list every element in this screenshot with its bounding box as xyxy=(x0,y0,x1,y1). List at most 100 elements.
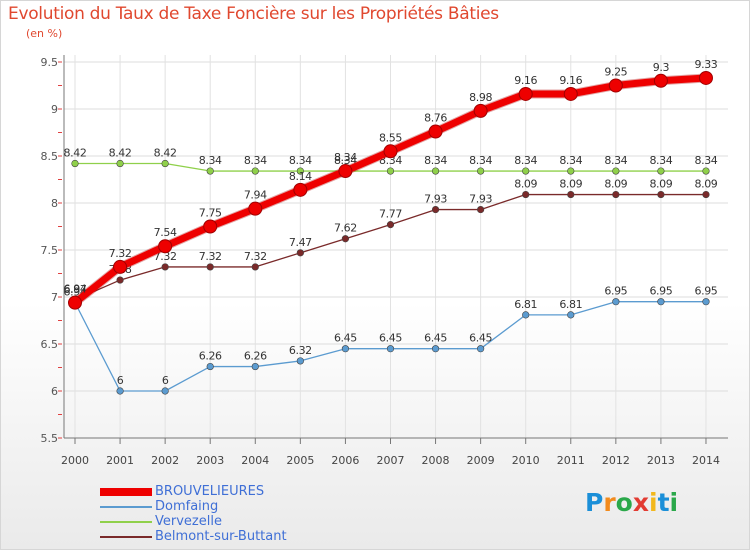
point-vervezelle xyxy=(71,159,79,168)
point-brouvelieures xyxy=(383,144,398,159)
data-label-belmont-sur-buttant: 7.47 xyxy=(289,236,312,249)
point-belmont-sur-buttant xyxy=(116,276,124,284)
data-label-brouvelieures: 6.94 xyxy=(64,283,87,296)
chart-subtitle: (en %) xyxy=(26,27,63,40)
point-vervezelle xyxy=(431,167,440,175)
y-tick-label: 9 xyxy=(51,103,58,116)
data-label-brouvelieures: 7.75 xyxy=(199,207,222,220)
point-vervezelle xyxy=(522,167,530,175)
point-brouvelieures xyxy=(158,239,173,254)
point-domfaing xyxy=(116,387,124,395)
point-brouvelieures xyxy=(608,78,623,93)
y-tick-label: 7 xyxy=(51,291,58,304)
point-brouvelieures xyxy=(68,295,82,310)
legend-swatch-domfaing xyxy=(100,506,152,508)
line-chart: 5.5 6 6.5 7 7.5 8 8.5 9 9.5 2000 2001 2002 2003 2004 2… xyxy=(41,55,728,467)
point-belmont-sur-buttant xyxy=(702,190,710,199)
y-tick-label: 6.5 xyxy=(41,338,59,351)
point-belmont-sur-buttant xyxy=(251,263,259,271)
x-tick-label: 2004 xyxy=(241,454,269,467)
data-label-brouvelieures: 8.55 xyxy=(379,131,402,144)
data-label-brouvelieures: 7.54 xyxy=(154,226,177,239)
point-vervezelle xyxy=(567,167,575,175)
data-label-vervezelle: 8.34 xyxy=(199,154,222,167)
data-label-domfaing: 6 xyxy=(162,374,169,387)
data-label-brouvelieures: 9.3 xyxy=(653,61,670,74)
data-label-vervezelle: 8.34 xyxy=(424,154,447,167)
legend-swatch-belmont-sur-buttant xyxy=(100,536,152,538)
point-belmont-sur-buttant xyxy=(567,190,575,199)
point-vervezelle xyxy=(251,167,259,175)
data-label-domfaing: 6.81 xyxy=(559,298,582,311)
data-label-belmont-sur-buttant: 8.09 xyxy=(649,178,672,191)
x-tick-label: 2006 xyxy=(331,454,359,467)
logo-letter: i xyxy=(649,488,658,517)
point-brouvelieures xyxy=(338,164,353,179)
point-domfaing xyxy=(251,362,259,371)
point-belmont-sur-buttant xyxy=(431,205,440,214)
data-label-vervezelle: 8.34 xyxy=(514,154,537,167)
data-label-belmont-sur-buttant: 6.97 xyxy=(64,283,87,296)
data-label-domfaing: 6.32 xyxy=(289,344,312,357)
data-label-brouvelieures: 7.32 xyxy=(109,247,132,260)
data-label-domfaing: 6.26 xyxy=(244,350,267,363)
data-label-vervezelle: 8.34 xyxy=(469,154,492,167)
x-tick-label: 2012 xyxy=(602,454,630,467)
x-tick-label: 2005 xyxy=(286,454,314,467)
point-vervezelle xyxy=(206,167,214,175)
chart-title: Evolution du Taux de Taxe Foncière sur l… xyxy=(8,4,499,24)
data-label-belmont-sur-buttant: 7.93 xyxy=(424,193,447,206)
point-belmont-sur-buttant xyxy=(657,190,665,199)
point-domfaing xyxy=(522,311,530,319)
data-label-vervezelle: 8.34 xyxy=(244,154,267,167)
data-label-brouvelieures: 8.14 xyxy=(289,170,312,183)
data-label-brouvelieures: 9.33 xyxy=(695,58,718,71)
y-tick-label: 6 xyxy=(51,385,58,398)
data-label-domfaing: 6.45 xyxy=(334,332,357,345)
legend-label-belmont-sur-buttant: Belmont-sur-Buttant xyxy=(155,529,287,544)
point-brouvelieures xyxy=(293,182,308,197)
data-label-belmont-sur-buttant: 7.32 xyxy=(154,250,177,263)
data-label-vervezelle: 8.34 xyxy=(334,154,357,167)
point-brouvelieures xyxy=(698,70,713,85)
data-label-brouvelieures: 8.98 xyxy=(469,91,492,104)
legend-label-brouvelieures: BROUVELIEURES xyxy=(155,484,265,499)
data-label-vervezelle: 8.42 xyxy=(109,147,132,160)
point-belmont-sur-buttant xyxy=(296,249,304,257)
y-tick-label: 7.5 xyxy=(41,244,59,257)
point-vervezelle xyxy=(657,167,665,175)
legend-swatch-brouvelieures xyxy=(100,488,152,496)
data-label-domfaing: 6 xyxy=(117,374,124,387)
data-label-domfaing: 6.45 xyxy=(424,332,447,345)
data-label-belmont-sur-buttant: 8.09 xyxy=(514,178,537,191)
data-label-brouvelieures: 7.94 xyxy=(244,189,267,202)
point-belmont-sur-buttant xyxy=(206,263,214,271)
point-belmont-sur-buttant xyxy=(522,190,530,199)
point-vervezelle xyxy=(612,167,620,175)
data-label-domfaing: 6.95 xyxy=(695,285,718,298)
logo-letter: r xyxy=(603,488,616,517)
data-label-vervezelle: 8.34 xyxy=(559,154,582,167)
data-label-belmont-sur-buttant: 7.77 xyxy=(379,208,402,221)
data-label-brouvelieures: 9.25 xyxy=(604,66,627,79)
y-tick-label: 9.5 xyxy=(41,56,59,69)
data-label-vervezelle: 8.42 xyxy=(64,147,87,160)
x-tick-label: 2002 xyxy=(151,454,179,467)
data-label-vervezelle: 8.42 xyxy=(154,147,177,160)
data-label-brouvelieures: 9.16 xyxy=(514,74,537,87)
point-domfaing xyxy=(477,345,485,353)
data-label-belmont-sur-buttant: 8.09 xyxy=(604,178,627,191)
point-vervezelle xyxy=(116,159,124,168)
data-label-vervezelle: 8.34 xyxy=(649,154,672,167)
x-tick-label: 2000 xyxy=(61,454,89,467)
data-label-brouvelieures: 9.16 xyxy=(559,74,582,87)
point-brouvelieures xyxy=(473,103,488,118)
x-tick-label: 2014 xyxy=(692,454,720,467)
point-brouvelieures xyxy=(428,124,443,139)
point-brouvelieures xyxy=(653,73,668,88)
data-label-domfaing: 6.95 xyxy=(604,285,627,298)
point-domfaing xyxy=(567,311,575,319)
data-label-vervezelle: 8.34 xyxy=(604,154,627,167)
point-brouvelieures xyxy=(203,219,218,234)
